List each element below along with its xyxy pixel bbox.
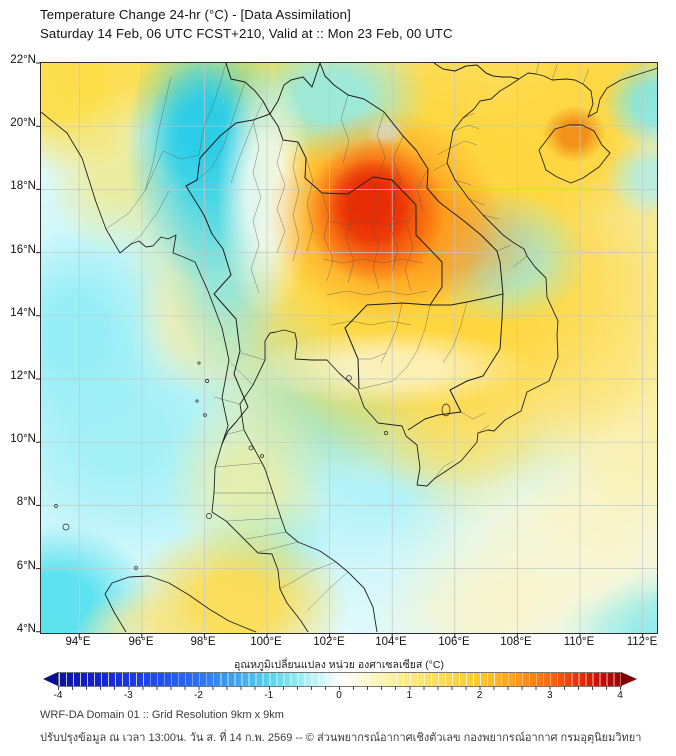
x-tick-label: 104°E [375,636,407,648]
x-tick-label: 98°E [190,636,216,648]
colorbar-gradient [58,672,622,687]
y-tick-label: 22°N [10,54,36,66]
colorbar: อุณหภูมิเปลี่ยนแปลง หน่วย องศาเซลเซียส (… [40,656,644,704]
grid-lines [41,63,657,633]
colorbar-tick-label: 0 [336,690,342,701]
page-title: Temperature Change 24-hr (°C) - [Data As… [40,7,351,22]
colorbar-tick-label: 3 [547,690,553,701]
x-tick-label: 108°E [500,636,532,648]
colorbar-tick-label: -4 [53,690,63,701]
islands [54,361,451,570]
footer-domain-info: WRF-DA Domain 01 :: Grid Resolution 9km … [40,709,284,721]
y-tick-label: 18°N [10,180,36,192]
x-tick-label: 102°E [313,636,345,648]
colorbar-tick-label: -2 [194,690,203,701]
map-overlay [36,62,658,638]
colorbar-tick-label: -3 [123,690,133,701]
colorbar-tick-label: 2 [476,690,483,701]
colorbar-tick-label: 1 [406,690,413,701]
y-tick-label: 4°N [16,623,36,635]
page-subtitle: Saturday 14 Feb, 06 UTC FCST+210, Valid … [40,26,453,41]
footer-update-info: ปรับปรุงข้อมูล ณ เวลา 13:00น. วัน ส. ที่… [40,732,642,744]
coastline [40,67,658,633]
colorbar-tick-label: -1 [264,690,274,701]
y-tick-label: 6°N [16,560,36,572]
x-tick-label: 112°E [626,636,658,648]
x-tick-label: 94°E [65,636,91,648]
y-tick-label: 8°N [16,496,36,508]
y-tick-label: 16°N [10,244,36,256]
colorbar-tick-label: 4 [617,690,623,701]
x-tick-label: 110°E [563,636,595,648]
x-tick-label: 100°E [250,636,282,648]
map-canvas [36,62,658,638]
colorbar-ticks [58,686,621,690]
colorbar-min-arrow [43,672,58,686]
y-tick-label: 10°N [10,433,36,445]
y-tick-label: 12°N [10,370,36,382]
temperature-anomaly-field [41,63,657,633]
colorbar-max-arrow [621,672,637,686]
axis-ticks [36,62,644,638]
country-borders [185,62,520,445]
colorbar-label: อุณหภูมิเปลี่ยนแปลง หน่วย องศาเซลเซียส (… [234,659,444,671]
x-tick-label: 106°E [438,636,470,648]
province-borders [105,62,590,612]
x-tick-label: 96°E [128,636,154,648]
y-tick-label: 20°N [10,117,36,129]
y-tick-label: 14°N [10,307,36,319]
